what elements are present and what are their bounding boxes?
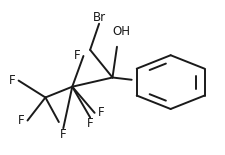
Text: F: F	[73, 49, 80, 62]
Text: F: F	[60, 128, 67, 141]
Text: Br: Br	[92, 11, 106, 24]
Text: OH: OH	[112, 25, 130, 38]
Text: F: F	[87, 117, 93, 130]
Text: F: F	[98, 106, 105, 119]
Text: F: F	[9, 74, 15, 87]
Text: F: F	[18, 114, 24, 127]
